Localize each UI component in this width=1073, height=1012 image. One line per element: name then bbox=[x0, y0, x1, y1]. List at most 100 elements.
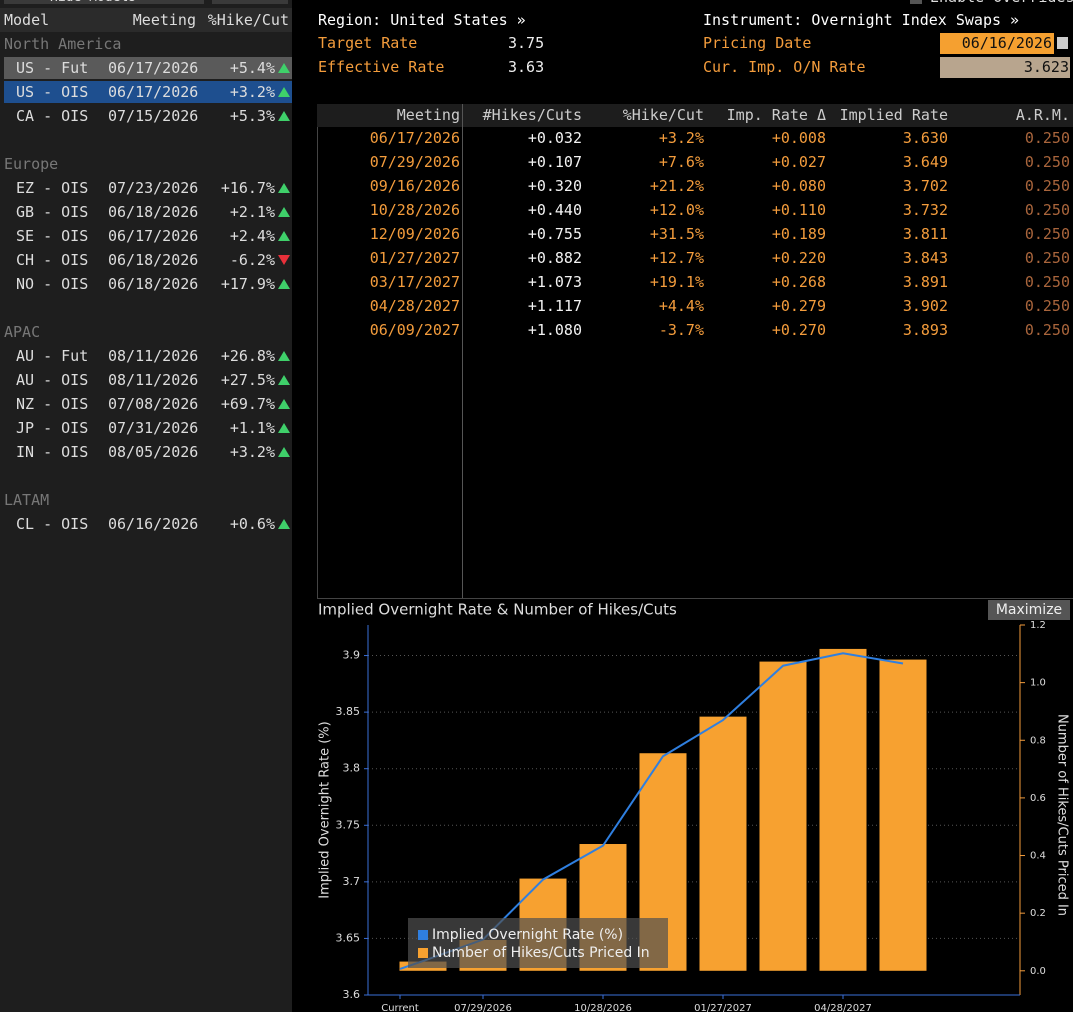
model-name: SE - OIS bbox=[16, 227, 89, 245]
table-cell: 3.649 bbox=[902, 153, 948, 171]
table-header bbox=[317, 104, 1073, 127]
hike-pct: +69.7% bbox=[220, 395, 275, 413]
model-name: NO - OIS bbox=[16, 275, 89, 293]
trend-arrow bbox=[278, 111, 290, 121]
instrument-selector[interactable]: Instrument: Overnight Index Swaps » bbox=[703, 11, 1020, 29]
date-value: 06/16/2026 bbox=[961, 34, 1052, 52]
arrow-shape bbox=[278, 111, 290, 121]
trend-arrow bbox=[278, 447, 290, 457]
column-divider bbox=[462, 104, 463, 598]
models-panel: Hide ModelsModel Meeting %Hike/Cut North Am… bbox=[0, 0, 292, 1012]
model-name: EZ - OIS bbox=[16, 179, 89, 197]
table-cell: 12/09/2026 bbox=[369, 225, 460, 243]
row-selected[interactable] bbox=[4, 81, 292, 103]
table-cell: +0.220 bbox=[771, 249, 826, 267]
table-cell: +31.5% bbox=[649, 225, 704, 243]
model-name: AU - Fut bbox=[16, 347, 89, 365]
model-name: US - Fut bbox=[16, 59, 89, 77]
table-cell: +0.008 bbox=[771, 129, 826, 147]
maximize-label[interactable]: Maximize bbox=[996, 602, 1062, 618]
arrow-shape bbox=[278, 279, 290, 289]
arrow-shape bbox=[278, 183, 290, 193]
meeting-date: 06/17/2026 bbox=[108, 227, 199, 245]
meeting-date: 06/18/2026 bbox=[108, 275, 199, 293]
column-header: %Hike/Cut bbox=[207, 11, 289, 29]
arrow-shape bbox=[278, 207, 290, 217]
search-button[interactable] bbox=[212, 0, 288, 4]
meetings-table bbox=[317, 104, 1073, 599]
override-checkbox[interactable] bbox=[910, 0, 922, 4]
model-name: US - OIS bbox=[16, 83, 89, 101]
field-label: Pricing Date bbox=[703, 34, 812, 52]
arrow-shape bbox=[278, 63, 290, 73]
column-header: Imp. Rate Δ bbox=[726, 106, 826, 124]
arrow-shape bbox=[278, 255, 290, 265]
hide-models-button[interactable] bbox=[4, 0, 204, 4]
x-tick-label: 10/28/2026 bbox=[574, 1003, 632, 1012]
calendar-icon[interactable] bbox=[1057, 37, 1068, 49]
legend-swatch bbox=[418, 930, 428, 940]
table-cell: 0.250 bbox=[1024, 153, 1070, 171]
trend-arrow bbox=[278, 63, 290, 73]
table-cell: 09/16/2026 bbox=[369, 177, 460, 195]
y2-axis-label: Number of Hikes/Cuts Priced In bbox=[1055, 714, 1070, 916]
meeting-date: 06/17/2026 bbox=[108, 59, 199, 77]
maximize-button[interactable] bbox=[988, 600, 1070, 620]
model-name: CH - OIS bbox=[16, 251, 89, 269]
y-tick-label: 3.7 bbox=[343, 875, 361, 888]
table-cell: +3.2% bbox=[658, 129, 704, 147]
hike-pct: +5.4% bbox=[229, 59, 275, 77]
legend-box bbox=[408, 918, 668, 968]
table-cell: 03/17/2027 bbox=[369, 273, 460, 291]
model-name: CL - OIS bbox=[16, 515, 89, 533]
field-value: 3.75 bbox=[508, 34, 545, 52]
y2-tick-label: 1.2 bbox=[1030, 620, 1046, 631]
table-cell: +1.117 bbox=[527, 297, 582, 315]
table-cell: +0.279 bbox=[771, 297, 826, 315]
table-cell: +12.7% bbox=[649, 249, 704, 267]
column-header: %Hike/Cut bbox=[622, 106, 704, 124]
meeting-date: 06/18/2026 bbox=[108, 251, 199, 269]
y-tick-label: 3.85 bbox=[336, 705, 361, 718]
date-input[interactable] bbox=[940, 33, 1054, 54]
column-header: #Hikes/Cuts bbox=[482, 106, 582, 124]
hike-pct: +5.3% bbox=[229, 107, 275, 125]
column-header: Meeting bbox=[396, 106, 460, 124]
table-cell: 3.893 bbox=[902, 321, 948, 339]
y-axis-label: Implied Overnight Rate (%) bbox=[318, 721, 333, 898]
column-header: Model bbox=[4, 11, 50, 29]
rate-input[interactable] bbox=[940, 57, 1070, 78]
region-selector[interactable]: Region: United States » bbox=[318, 11, 526, 29]
y2-tick-label: 0.2 bbox=[1030, 908, 1046, 919]
table-cell: 0.250 bbox=[1024, 273, 1070, 291]
bar bbox=[879, 659, 927, 971]
trend-arrow bbox=[278, 375, 290, 385]
table-cell: +19.1% bbox=[649, 273, 704, 291]
table-cell: 3.702 bbox=[902, 177, 948, 195]
trend-arrow bbox=[278, 423, 290, 433]
trend-arrow bbox=[278, 87, 290, 97]
legend-label: Number of Hikes/Cuts Priced In bbox=[432, 945, 650, 961]
arrow-shape bbox=[278, 231, 290, 241]
meeting-date: 07/23/2026 bbox=[108, 179, 199, 197]
table-cell: 07/29/2026 bbox=[369, 153, 460, 171]
table-cell: 3.902 bbox=[902, 297, 948, 315]
arrow-shape bbox=[278, 423, 290, 433]
model-name: NZ - OIS bbox=[16, 395, 89, 413]
column-header: Meeting bbox=[132, 11, 196, 29]
meeting-date: 06/16/2026 bbox=[108, 515, 199, 533]
hike-pct: +26.8% bbox=[220, 347, 275, 365]
table-cell: 3.732 bbox=[902, 201, 948, 219]
table-cell: +7.6% bbox=[658, 153, 704, 171]
legend-label: Implied Overnight Rate (%) bbox=[432, 927, 623, 943]
y2-tick-label: 0.8 bbox=[1030, 735, 1046, 746]
hike-pct: +1.1% bbox=[229, 419, 275, 437]
field-value: 3.63 bbox=[508, 58, 545, 76]
arrow-shape bbox=[278, 87, 290, 97]
hike-pct: +2.4% bbox=[229, 227, 275, 245]
table-cell: +0.882 bbox=[527, 249, 582, 267]
x-tick-label: Current bbox=[381, 1003, 419, 1012]
table-cell: 10/28/2026 bbox=[369, 201, 460, 219]
